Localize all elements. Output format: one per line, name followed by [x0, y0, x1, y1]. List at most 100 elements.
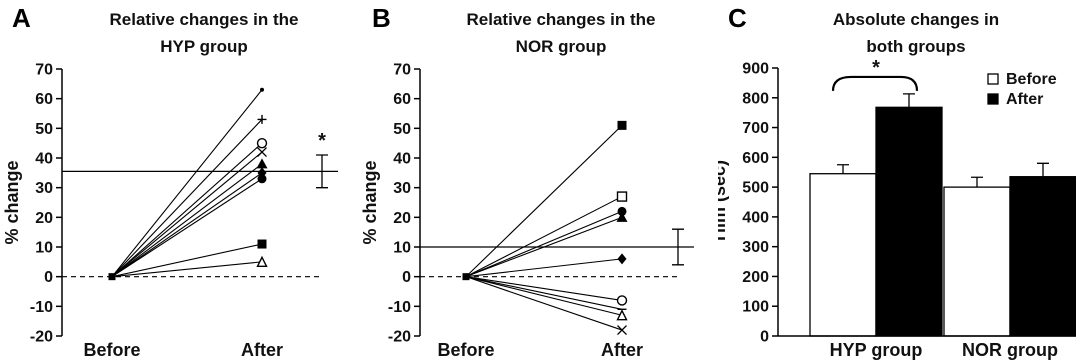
y-tick-label: 20: [35, 210, 53, 227]
subject-line-4: [111, 151, 263, 278]
subject-line-2: [465, 196, 623, 278]
subject-line-1: [111, 89, 263, 278]
y-tick-label: -10: [388, 299, 411, 316]
legend-label-before: Before: [1006, 71, 1057, 88]
panel-c-absolute-bar-chart: C Absolute changes in both groups 0 100 200 30…: [718, 0, 1076, 360]
subject-line-8: [465, 276, 623, 316]
absolute-bar-chart-svg: C Absolute changes in both groups 0 100 200 30…: [718, 3, 1076, 360]
subject-line-9: [465, 276, 623, 331]
error-bar-after-1: [903, 93, 915, 108]
subject-line-7: [465, 276, 623, 310]
y-tick-label: 0: [760, 329, 769, 346]
y-tick-label: 400: [742, 209, 769, 226]
mean-error-bar: [672, 228, 684, 266]
y-axis-label: Tlim (sec): [718, 160, 729, 244]
legend-swatch-after: [987, 93, 999, 105]
bar-after-1: [875, 106, 943, 337]
y-tick-label: -20: [388, 329, 411, 346]
hyp-relative-chart-svg: A Relative changes in the HYP group -20 -10 0…: [2, 3, 338, 360]
significance-asterisk: *: [318, 130, 326, 152]
legend-swatch-before: [987, 73, 999, 85]
subject-marker-after-2: [616, 191, 628, 202]
y-tick-label: 10: [35, 240, 53, 257]
subject-line-9: [111, 261, 263, 278]
subject-marker-after-3: [256, 137, 268, 149]
subject-marker-after-4: [257, 147, 267, 158]
subject-marker-after-9: [617, 325, 627, 336]
panel-a-hyp-relative-chart: A Relative changes in the HYP group -20 -10 0…: [0, 0, 360, 360]
y-tick-label: -10: [30, 299, 53, 316]
nor-relative-chart-svg: B Relative changes in the NOR group -20 -10 0…: [360, 3, 694, 360]
y-axis-label: % change: [360, 160, 380, 244]
y-tick-label: 100: [742, 299, 769, 316]
y-tick-label: 70: [35, 62, 53, 79]
subject-marker-after-4: [616, 211, 628, 222]
subject-line-4: [465, 216, 623, 278]
bar-before-1: [809, 173, 877, 337]
subject-marker-after-1: [617, 120, 627, 130]
error-bar-after-2: [1037, 162, 1049, 177]
x-category-label-before: Before: [83, 340, 140, 360]
subject-line-8: [111, 243, 263, 278]
y-tick-label: 60: [35, 91, 53, 108]
y-tick-label: 30: [393, 180, 411, 197]
subject-line-3: [465, 210, 623, 278]
chart-title-line-1: Relative changes in the: [467, 10, 656, 29]
subject-marker-after-8: [616, 309, 628, 321]
y-tick-label: 10: [393, 240, 411, 257]
subject-line-5: [111, 163, 263, 278]
subject-line-1: [465, 124, 623, 278]
panel-letter: C: [728, 3, 747, 33]
y-tick-label: 500: [742, 180, 769, 197]
y-tick-label: 20: [393, 210, 411, 227]
x-category-label-after: After: [241, 340, 283, 360]
y-tick-label: -20: [30, 329, 53, 346]
subject-line-6: [111, 172, 263, 278]
x-category-label-after: After: [601, 340, 643, 360]
panel-letter: B: [372, 3, 391, 33]
subject-line-5: [465, 258, 623, 278]
y-tick-label: 0: [44, 269, 53, 286]
significance-asterisk: *: [872, 57, 880, 79]
subject-line-3: [111, 142, 263, 278]
before-baseline-marker: [462, 273, 470, 281]
panel-b-nor-relative-chart: B Relative changes in the NOR group -20 -10 0…: [360, 0, 718, 360]
subject-marker-after-5: [617, 253, 627, 265]
y-tick-label: 30: [35, 180, 53, 197]
chart-title-line-2: HYP group: [160, 37, 248, 56]
subject-marker-after-8: [257, 239, 267, 249]
legend-label-after: After: [1006, 91, 1043, 108]
y-tick-label: 300: [742, 239, 769, 256]
panel-letter: A: [12, 3, 31, 33]
subject-marker-after-9: [256, 255, 268, 268]
subject-marker-after-7: [257, 174, 267, 184]
y-tick-label: 700: [742, 120, 769, 137]
x-category-label-before: Before: [437, 340, 494, 360]
subject-marker-after-1: [260, 87, 264, 92]
x-category-label-nor: NOR group: [962, 340, 1058, 360]
subject-marker-after-5: [256, 158, 268, 169]
y-tick-label: 0: [402, 269, 411, 286]
y-tick-label: 800: [742, 90, 769, 107]
y-axis-label: % change: [2, 160, 22, 244]
error-bar-before-1: [837, 164, 849, 174]
chart-title-line-2: NOR group: [516, 37, 607, 56]
subject-line-6: [465, 276, 623, 301]
bar-after-2: [1009, 176, 1076, 337]
chart-title-line-1: Absolute changes in: [833, 10, 999, 29]
mean-error-bar: [316, 154, 328, 189]
y-tick-label: 60: [393, 91, 411, 108]
subject-marker-after-2: [257, 114, 267, 124]
subject-marker-after-6: [616, 295, 628, 306]
y-tick-label: 200: [742, 269, 769, 286]
y-tick-label: 40: [35, 151, 53, 168]
y-tick-label: 40: [393, 151, 411, 168]
bar-before-2: [943, 186, 1011, 337]
y-tick-label: 70: [393, 62, 411, 79]
error-bar-before-2: [971, 176, 983, 188]
x-category-label-hyp: HYP group: [830, 340, 923, 360]
subject-line-7: [111, 178, 263, 278]
y-tick-label: 50: [35, 121, 53, 138]
y-tick-label: 50: [393, 121, 411, 138]
subject-line-2: [111, 119, 263, 278]
